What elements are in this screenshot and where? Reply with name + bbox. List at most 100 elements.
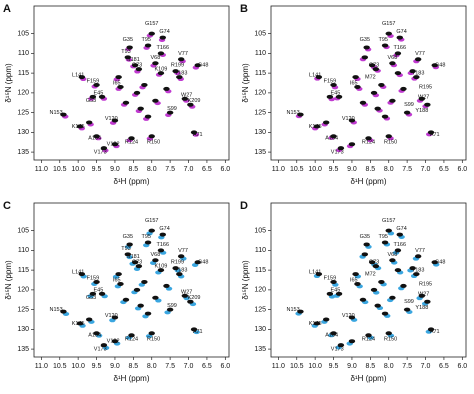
peak <box>396 35 403 40</box>
y-tick-label: 110 <box>18 50 29 57</box>
peak <box>137 303 144 308</box>
peak <box>315 75 323 80</box>
peak <box>363 45 370 50</box>
x-tick-label: 7.0 <box>421 363 431 370</box>
peak <box>361 55 369 60</box>
peak <box>337 146 345 151</box>
peak <box>187 102 194 107</box>
x-tick-label: 8.5 <box>128 363 138 370</box>
peak <box>359 100 367 105</box>
peak-label: W27 <box>418 94 429 100</box>
peak-label: V77 <box>178 51 188 57</box>
peak <box>365 333 372 338</box>
peak <box>152 98 159 103</box>
peak <box>359 297 367 302</box>
peak <box>368 63 376 68</box>
peak <box>370 90 378 95</box>
peak-label: G73 <box>369 63 379 69</box>
x-tick-label: 8.5 <box>128 166 138 173</box>
peak <box>431 63 438 68</box>
peak <box>172 69 179 74</box>
y-tick-label: 115 <box>18 70 29 77</box>
peak <box>76 124 84 129</box>
peak <box>176 75 183 80</box>
peak-label: S181 <box>127 254 140 260</box>
peak-label: G48 <box>198 63 208 69</box>
peak-label: K209 <box>188 295 201 301</box>
peak-label: L141 <box>309 73 321 79</box>
x-tick-label: 6.5 <box>439 363 449 370</box>
peak-label: T183 <box>175 268 188 274</box>
peak-label: R150 <box>147 140 160 146</box>
peak <box>93 279 100 284</box>
peak-label: T166 <box>157 45 170 51</box>
peak-label: N153 <box>286 110 299 116</box>
peak <box>385 134 392 139</box>
peak <box>337 343 345 348</box>
peak <box>111 315 119 320</box>
peak <box>115 75 122 80</box>
peak-label: A134 <box>325 333 338 339</box>
peak-label: I65 <box>113 277 121 283</box>
peak-label: T183 <box>412 71 425 77</box>
peak <box>413 75 420 80</box>
peak-label: G157 <box>145 21 158 27</box>
peak <box>166 110 174 115</box>
peak-label: G73 <box>132 63 142 69</box>
peak <box>389 61 396 66</box>
x-tick-label: 9.5 <box>92 363 102 370</box>
peak-label: Y188 <box>415 305 428 311</box>
peak-label: S181 <box>127 57 140 63</box>
peak <box>335 291 343 296</box>
peak-label: N153 <box>286 307 299 313</box>
x-tick-label: 10.0 <box>308 363 322 370</box>
peak-label: K109 <box>155 264 168 270</box>
y-tick-label: 110 <box>255 50 266 57</box>
peak-label: E45 <box>93 287 103 293</box>
peak-label: L141 <box>72 270 84 276</box>
peak <box>166 307 174 312</box>
peak-label: L141 <box>309 270 321 276</box>
peak-label: R124 <box>362 140 375 146</box>
y-axis-label: δ¹⁵N (ppm) <box>241 260 250 300</box>
peak-label: T93 <box>121 246 130 252</box>
peak <box>322 317 330 322</box>
y-tick-label: 120 <box>17 287 29 294</box>
peak <box>363 242 370 247</box>
peak-label: F159 <box>324 275 337 281</box>
peak-label: K145 <box>309 321 322 327</box>
peak <box>326 291 334 296</box>
peak <box>413 272 420 277</box>
peak <box>381 43 389 48</box>
peak <box>60 112 67 117</box>
peak-label: R124 <box>125 140 138 146</box>
peak <box>78 75 86 80</box>
peak-label: E45 <box>330 287 340 293</box>
y-tick-label: 125 <box>17 109 29 116</box>
x-tick-label: 8.0 <box>384 363 394 370</box>
y-tick-label: 125 <box>254 109 266 116</box>
peak-label: R199 <box>171 63 184 69</box>
peak-label: G48 <box>435 260 445 266</box>
peak-label: V122 <box>107 339 120 345</box>
peak <box>194 260 201 265</box>
y-tick-label: 130 <box>17 129 29 136</box>
peak <box>368 260 376 265</box>
x-tick-label: 10.5 <box>53 166 67 173</box>
peak-label: R150 <box>384 337 397 343</box>
y-tick-label: 135 <box>17 149 29 156</box>
x-tick-label: 8.0 <box>384 166 394 173</box>
peak-label: V120 <box>342 116 355 122</box>
x-tick-label: 10.5 <box>290 363 304 370</box>
peak-label: A71 <box>193 132 203 138</box>
peak-label: G35 <box>123 37 133 43</box>
x-axis-label: δ¹H (ppm) <box>113 177 149 186</box>
peak-label: T93 <box>121 49 130 55</box>
peak <box>394 71 402 76</box>
peak <box>152 258 159 263</box>
peak <box>348 118 356 123</box>
x-tick-label: 10.0 <box>71 166 85 173</box>
peak <box>361 252 369 257</box>
y-tick-label: 135 <box>254 149 266 156</box>
panel: C 11.0 10.5 10.0 9.5 9.0 8.5 8.0 7.5 7.0 6.5 6.0 105… <box>3 200 230 383</box>
